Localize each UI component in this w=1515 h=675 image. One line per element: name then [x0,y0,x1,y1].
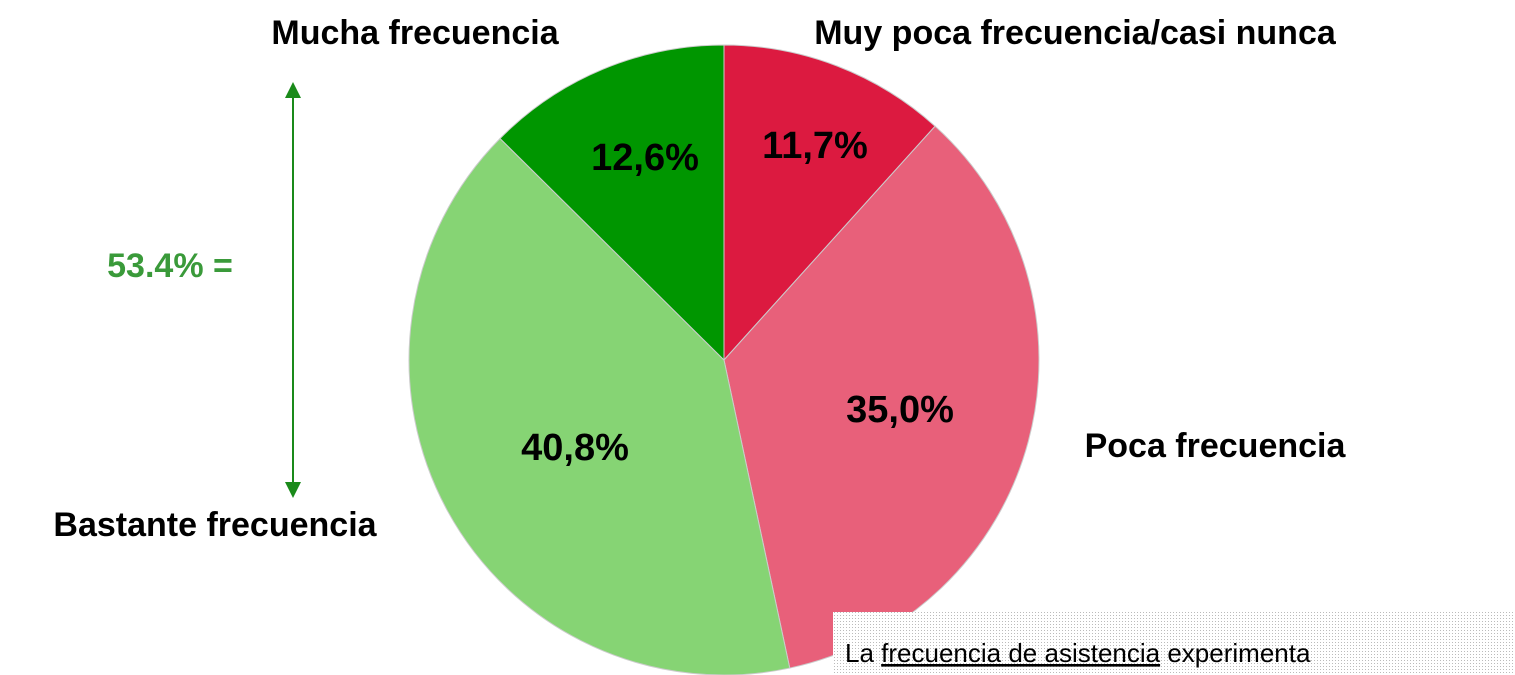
value-label: 12,6% [591,137,699,179]
category-label: Poca frecuencia [1085,427,1347,465]
value-label: 35,0% [846,389,954,431]
note-text: La [845,638,874,668]
note-underlined: frecuencia de asistencia [881,638,1160,668]
pie-slice [408,137,791,675]
category-label: Bastante frecuencia [53,506,377,544]
note-box [833,612,1515,675]
category-label: Mucha frecuencia [271,14,559,52]
note-text: experimenta [1167,638,1311,668]
value-label: 11,7% [762,125,868,167]
pie [408,44,1040,675]
note: La frecuencia de asistencia experimenta [845,638,1311,668]
annotation: 53.4% = [107,247,233,285]
value-label: 40,8% [521,427,629,469]
pie-slice [723,44,936,362]
category-label: Muy poca frecuencia/casi nunca [814,14,1337,52]
pie-slice [499,44,725,362]
